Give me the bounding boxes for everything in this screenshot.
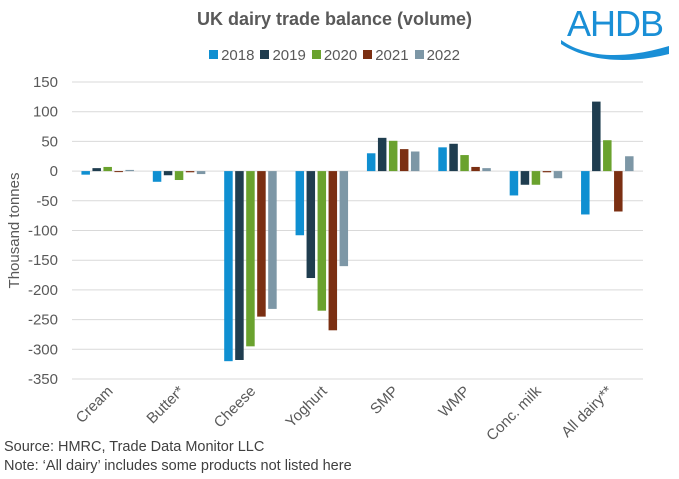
- bar-2019-conc-milk: [520, 171, 530, 185]
- x-tick-label: Cream: [73, 383, 117, 427]
- y-tick-label: -50: [36, 193, 58, 210]
- bar-2022-wmp: [482, 168, 491, 172]
- y-axis-label: Thousand tonnes: [6, 173, 23, 289]
- x-tick-label: All dairy**: [558, 383, 616, 441]
- legend-swatch: [414, 50, 424, 59]
- y-tick-label: -350: [28, 371, 58, 388]
- source-text: Source: HMRC, Trade Data Monitor LLC: [4, 439, 265, 455]
- bar-2018-yoghurt: [295, 171, 305, 236]
- bar-2018-smp: [366, 153, 376, 172]
- logo-wave-icon: [561, 40, 669, 60]
- bar-2020-yoghurt: [317, 171, 327, 311]
- chart-title: UK dairy trade balance (volume): [196, 9, 473, 29]
- bar-2022-all-dairy-: [625, 156, 634, 172]
- y-tick-label: -100: [28, 223, 58, 240]
- legend-swatch: [260, 50, 270, 59]
- bar-2021-conc-milk: [542, 171, 552, 173]
- bar-2022-cream: [125, 169, 134, 172]
- legend-swatch: [363, 50, 373, 59]
- legend-item-2020: 2020: [311, 47, 358, 64]
- legend-label: 2019: [272, 47, 306, 64]
- bar-2020-all-dairy-: [603, 140, 612, 172]
- x-tick-label: WMP: [435, 383, 473, 421]
- note-text: Note: ‘All dairy’ includes some products…: [4, 458, 352, 474]
- bar-2022-smp: [410, 151, 420, 172]
- x-tick-label: Yoghurt: [282, 382, 331, 431]
- legend-item-2022: 2022: [414, 47, 460, 64]
- legend-label: 2018: [221, 47, 255, 64]
- y-tick-label: -150: [28, 252, 58, 269]
- y-tick-label: 150: [33, 74, 58, 91]
- bar-2019-wmp: [449, 143, 458, 172]
- x-tick-label: SMP: [367, 383, 402, 418]
- bar-2021-butter-: [185, 171, 195, 173]
- y-tick-label: -250: [28, 312, 58, 329]
- bar-2019-smp: [377, 137, 387, 172]
- bar-2021-cheese: [257, 171, 266, 317]
- legend-item-2021: 2021: [363, 47, 409, 64]
- bar-2020-cream: [103, 166, 112, 172]
- y-tick-label: -300: [28, 341, 58, 358]
- bar-2019-yoghurt: [306, 171, 316, 279]
- bar-2018-butter-: [152, 171, 162, 182]
- y-tick-label: 50: [41, 133, 58, 150]
- legend-swatch: [209, 50, 219, 59]
- legend-swatch: [311, 50, 321, 59]
- x-tick-label: Conc. milk: [483, 382, 545, 444]
- bar-2019-all-dairy-: [592, 101, 601, 172]
- x-tick-label: Butter*: [143, 383, 188, 428]
- x-tick-label: Cheese: [211, 383, 260, 432]
- legend-item-2018: 2018: [209, 47, 254, 64]
- bar-2020-conc-milk: [531, 171, 541, 185]
- bar-2019-butter-: [163, 171, 173, 176]
- bar-2022-conc-milk: [553, 171, 563, 179]
- bar-2018-all-dairy-: [581, 171, 590, 215]
- logo-text: AHDB: [567, 3, 663, 44]
- bar-2018-cream: [81, 171, 90, 175]
- bar-2021-cream: [114, 171, 123, 173]
- bar-2021-wmp: [471, 166, 480, 172]
- bar-2021-yoghurt: [328, 171, 338, 331]
- bar-2022-yoghurt: [339, 171, 349, 267]
- bar-2020-wmp: [460, 155, 469, 172]
- bar-2019-cream: [92, 168, 101, 172]
- bar-2022-butter-: [196, 171, 206, 175]
- legend-label: 2020: [323, 47, 358, 64]
- bar-2021-all-dairy-: [614, 171, 623, 212]
- chart-legend: 2018 2019 2020 2021 2022: [0, 47, 679, 64]
- bar-2021-smp: [399, 149, 409, 172]
- bar-2018-conc-milk: [509, 171, 519, 196]
- y-tick-label: -200: [28, 282, 58, 299]
- bar-2020-cheese: [246, 171, 255, 347]
- bar-2020-smp: [388, 140, 398, 172]
- bar-2018-cheese: [224, 171, 233, 362]
- bar-2020-butter-: [174, 171, 184, 181]
- legend-label: 2022: [426, 47, 460, 64]
- y-tick-label: 0: [50, 163, 58, 180]
- ahdb-logo: AHDB: [561, 3, 669, 60]
- y-tick-label: 100: [33, 104, 58, 121]
- bar-2022-cheese: [268, 171, 277, 309]
- bar-2018-wmp: [438, 147, 447, 172]
- bar-2019-cheese: [235, 171, 244, 360]
- legend-label: 2021: [375, 47, 409, 64]
- legend-item-2019: 2019: [260, 47, 306, 64]
